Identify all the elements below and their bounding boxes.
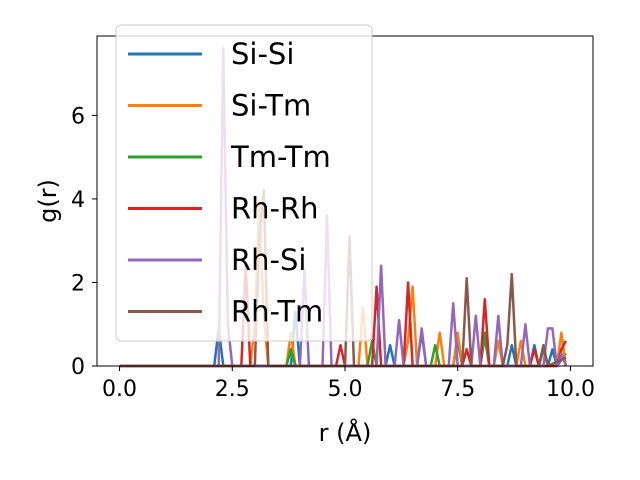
x-tick-label: 0.0 (102, 377, 137, 402)
y-tick-label: 0 (71, 355, 85, 380)
legend-label-rh-rh: Rh-Rh (231, 192, 319, 226)
y-tick-label: 4 (71, 188, 85, 213)
legend-label-si-tm: Si-Tm (231, 89, 311, 123)
x-axis: 0.0 2.5 5.0 7.5 10.0 (102, 366, 595, 402)
legend-label-tm-tm: Tm-Tm (230, 140, 331, 174)
legend-label-si-si: Si-Si (231, 37, 294, 71)
x-tick-label: 10.0 (546, 377, 595, 402)
legend-label-rh-si: Rh-Si (231, 243, 306, 277)
legend: Si-Si Si-Tm Tm-Tm Rh-Rh Rh-Si Rh-Tm (115, 24, 373, 342)
y-tick-label: 6 (71, 104, 85, 129)
y-tick-label: 2 (71, 271, 85, 296)
x-tick-label: 2.5 (215, 377, 250, 402)
x-tick-label: 5.0 (328, 377, 363, 402)
legend-label-rh-tm: Rh-Tm (231, 295, 323, 329)
y-axis: 0 2 4 6 (71, 104, 97, 380)
x-axis-label: r (Å) (319, 418, 372, 447)
y-axis-label: g(r) (34, 179, 62, 223)
x-tick-label: 7.5 (440, 377, 475, 402)
